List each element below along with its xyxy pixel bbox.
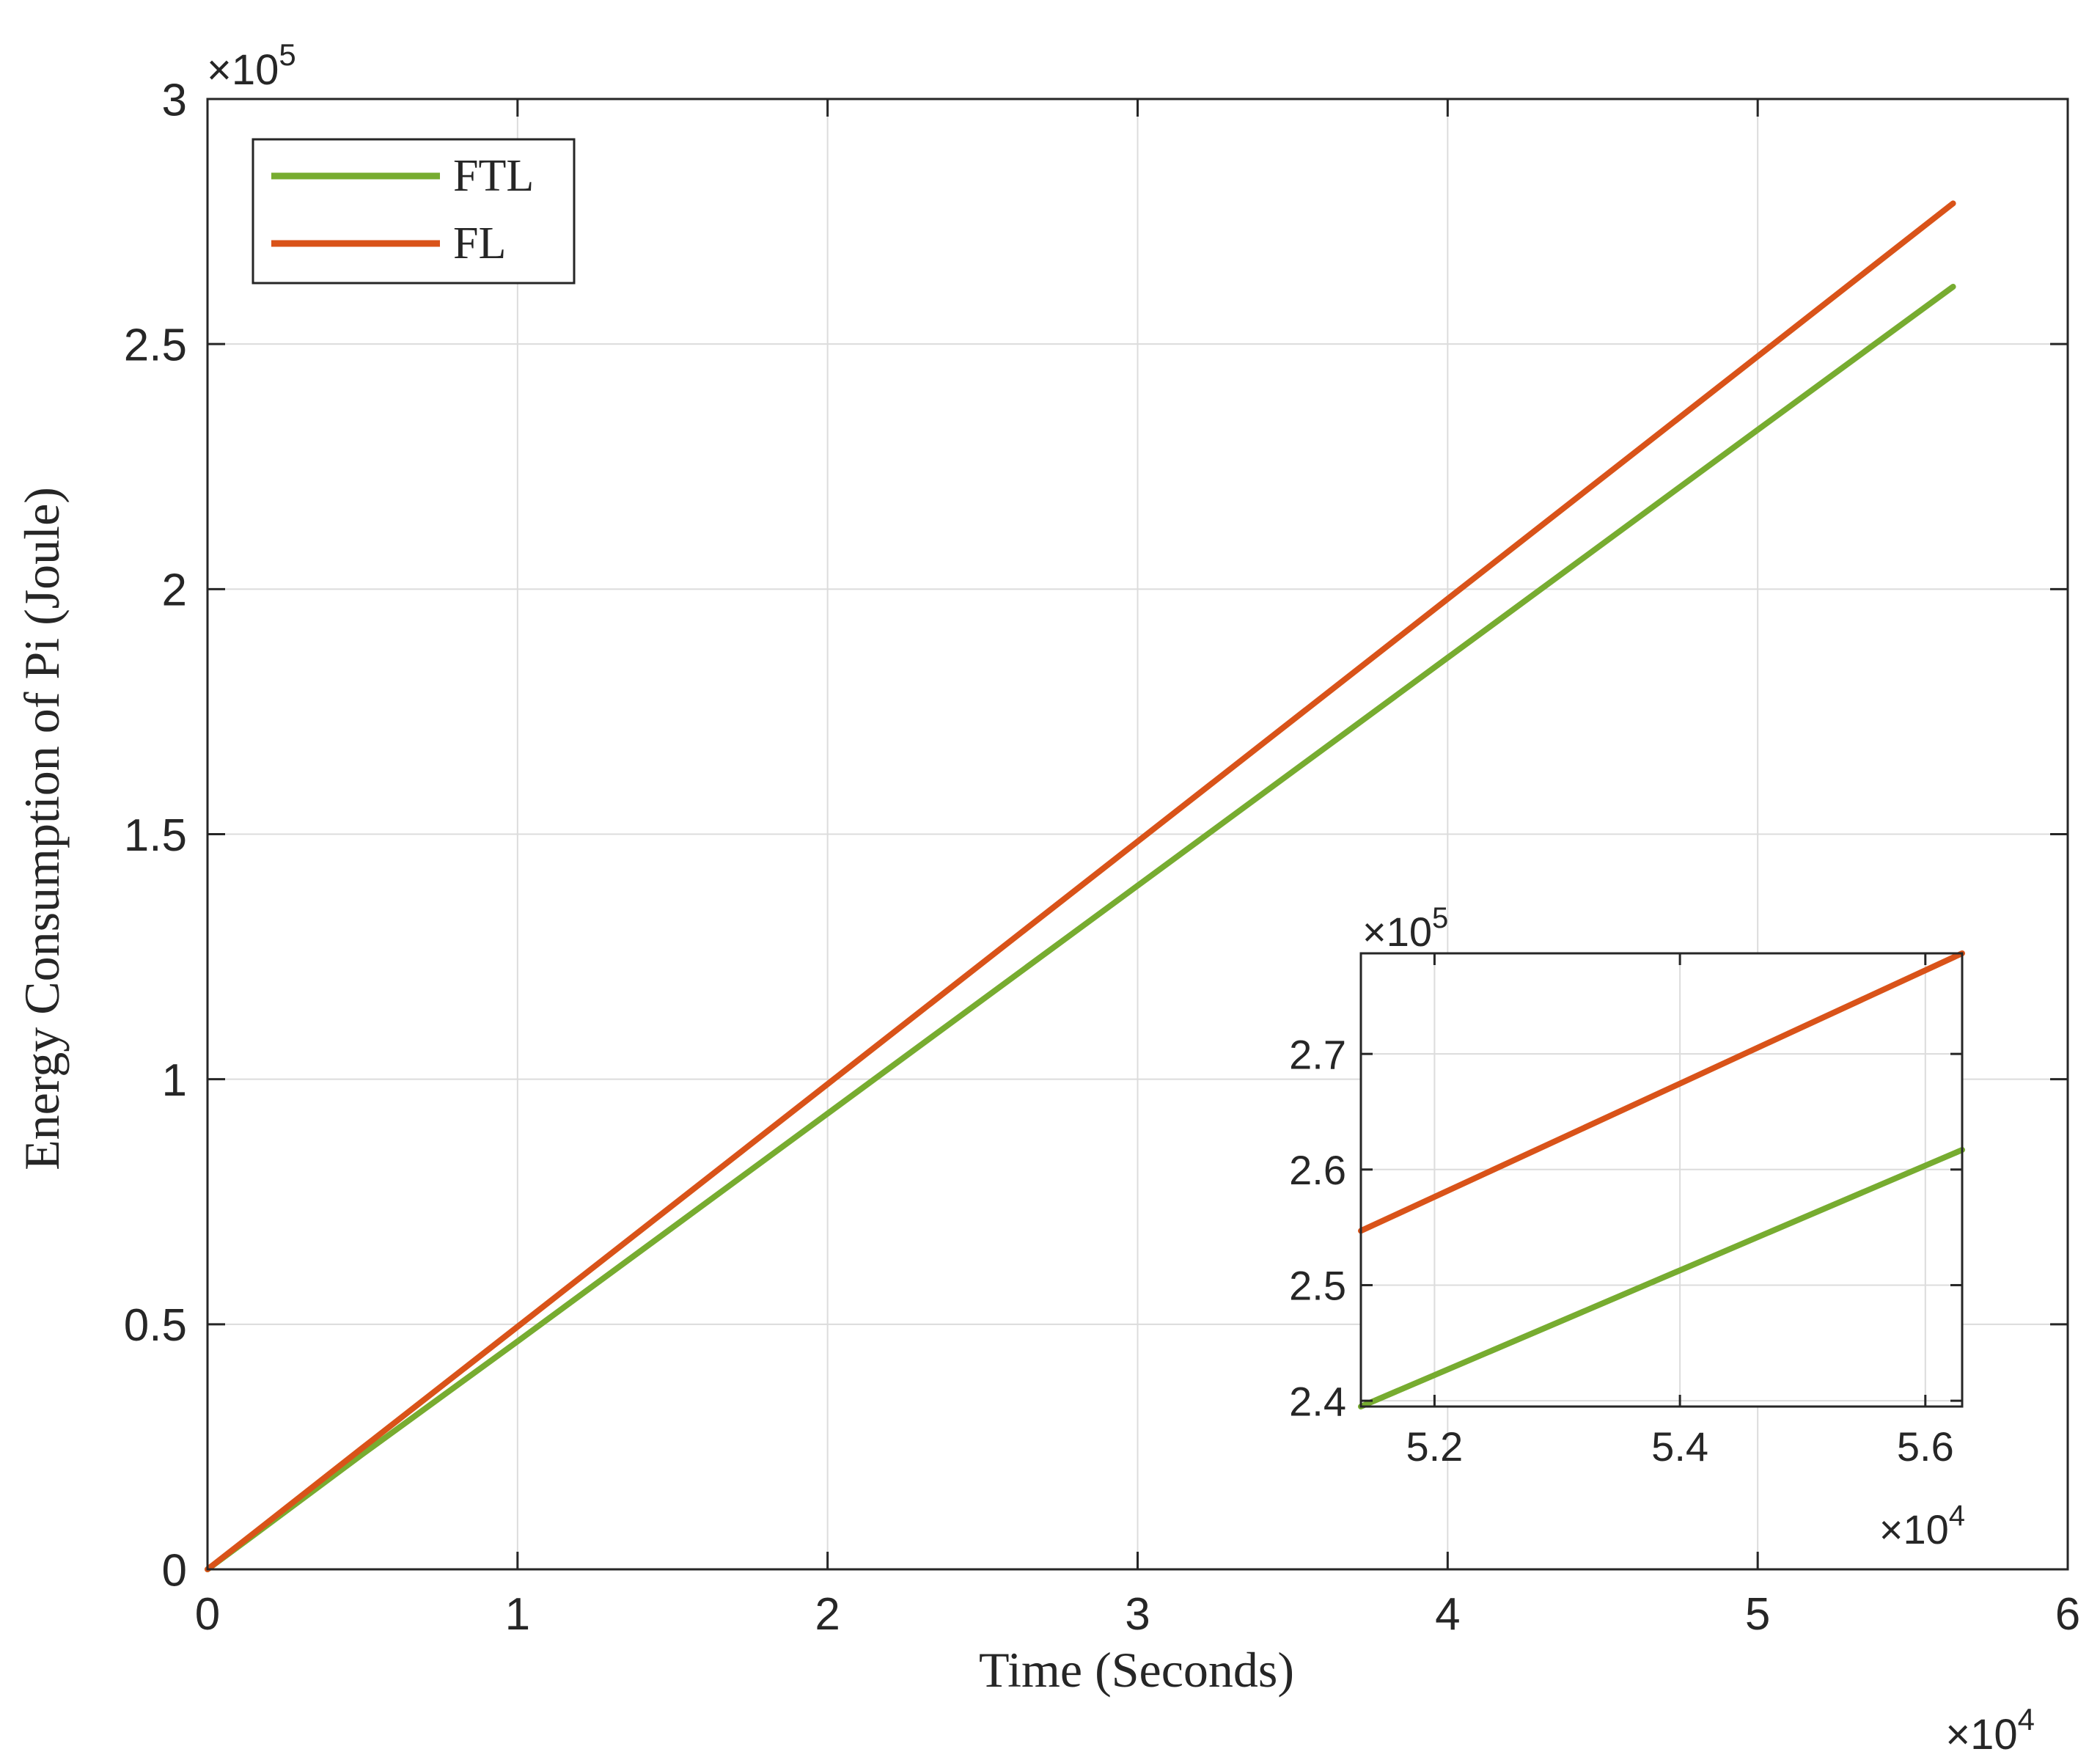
x-tick-label: 6 <box>2055 1589 2080 1640</box>
inset-y-tick-label: 2.5 <box>1289 1263 1346 1309</box>
x-tick-label: 3 <box>1125 1589 1150 1640</box>
inset-chart: 5.2 5.4 5.62.42.52.62.7 ×105 ×104 <box>1289 902 1965 1552</box>
y-tick-label: 3 <box>162 75 187 125</box>
inset-x-tick-label: 5.2 <box>1406 1423 1463 1470</box>
y-exponent-base: ×10 <box>207 46 279 94</box>
legend: FTL FL <box>252 138 576 285</box>
x-tick-label: 1 <box>505 1589 530 1640</box>
x-tick-label: 5 <box>1745 1589 1770 1640</box>
x-axis-title: Time (Seconds) <box>979 1642 1294 1698</box>
inset-series-line-ftl <box>1358 1147 1965 1409</box>
inset-y-exponent-base: ×10 <box>1362 909 1432 955</box>
inset-y-tick-label: 2.4 <box>1289 1378 1346 1424</box>
legend-label-ftl: FTL <box>453 151 534 201</box>
main-ticks: 0 1 2 3 4 5 6 0 0.5 1 1.5 2 2.5 3 <box>124 75 2080 1640</box>
y-tick-label: 1.5 <box>124 810 187 861</box>
legend-label-fl: FL <box>453 219 506 268</box>
inset-x-axis-exponent: ×104 <box>1879 1500 1965 1552</box>
inset-series-line-fl <box>1358 950 1965 1234</box>
inset-ticks: 5.2 5.4 5.6 2.4 2.5 2.6 2.7 <box>1289 953 1962 1470</box>
inset-x-exponent-power: 4 <box>1949 1500 1965 1532</box>
y-tick-label: 0.5 <box>124 1300 187 1351</box>
x-tick-label: 4 <box>1435 1589 1460 1640</box>
inset-grid <box>1361 953 1962 1407</box>
inset-x-tick-label: 5.6 <box>1897 1423 1954 1470</box>
x-exponent-base: ×10 <box>1945 1711 2017 1759</box>
y-tick-label: 1 <box>162 1055 187 1106</box>
y-axis-title: Energy Consumption of Pi (Joule) <box>14 487 70 1170</box>
x-axis-exponent: ×104 <box>1945 1702 2035 1759</box>
y-axis-exponent: ×105 <box>207 37 296 94</box>
inset-y-axis-exponent: ×105 <box>1362 902 1448 955</box>
y-tick-label: 2 <box>162 565 187 616</box>
y-tick-label: 2.5 <box>124 320 187 370</box>
y-tick-label: 0 <box>162 1545 187 1596</box>
main-series <box>205 200 1956 1572</box>
series-line-fl <box>205 200 1956 1572</box>
x-tick-label: 0 <box>195 1589 220 1640</box>
x-tick-label: 2 <box>815 1589 840 1640</box>
inset-y-tick-label: 2.7 <box>1289 1031 1346 1077</box>
inset-x-tick-label: 5.4 <box>1651 1423 1708 1470</box>
legend-box <box>252 138 576 285</box>
inset-series <box>1358 950 1965 1409</box>
x-exponent-power: 4 <box>2018 1702 2035 1737</box>
inset-y-tick-label: 2.6 <box>1289 1147 1346 1193</box>
inset-background <box>1361 953 1962 1407</box>
inset-axes-box <box>1359 952 1964 1408</box>
y-exponent-power: 5 <box>279 37 295 72</box>
inset-x-exponent-base: ×10 <box>1879 1506 1949 1552</box>
main-chart: 0 1 2 3 4 5 6 0 0.5 1 1.5 2 2.5 3 Time (Seconds) Ener… <box>14 37 2080 1759</box>
inset-y-exponent-power: 5 <box>1432 902 1448 934</box>
